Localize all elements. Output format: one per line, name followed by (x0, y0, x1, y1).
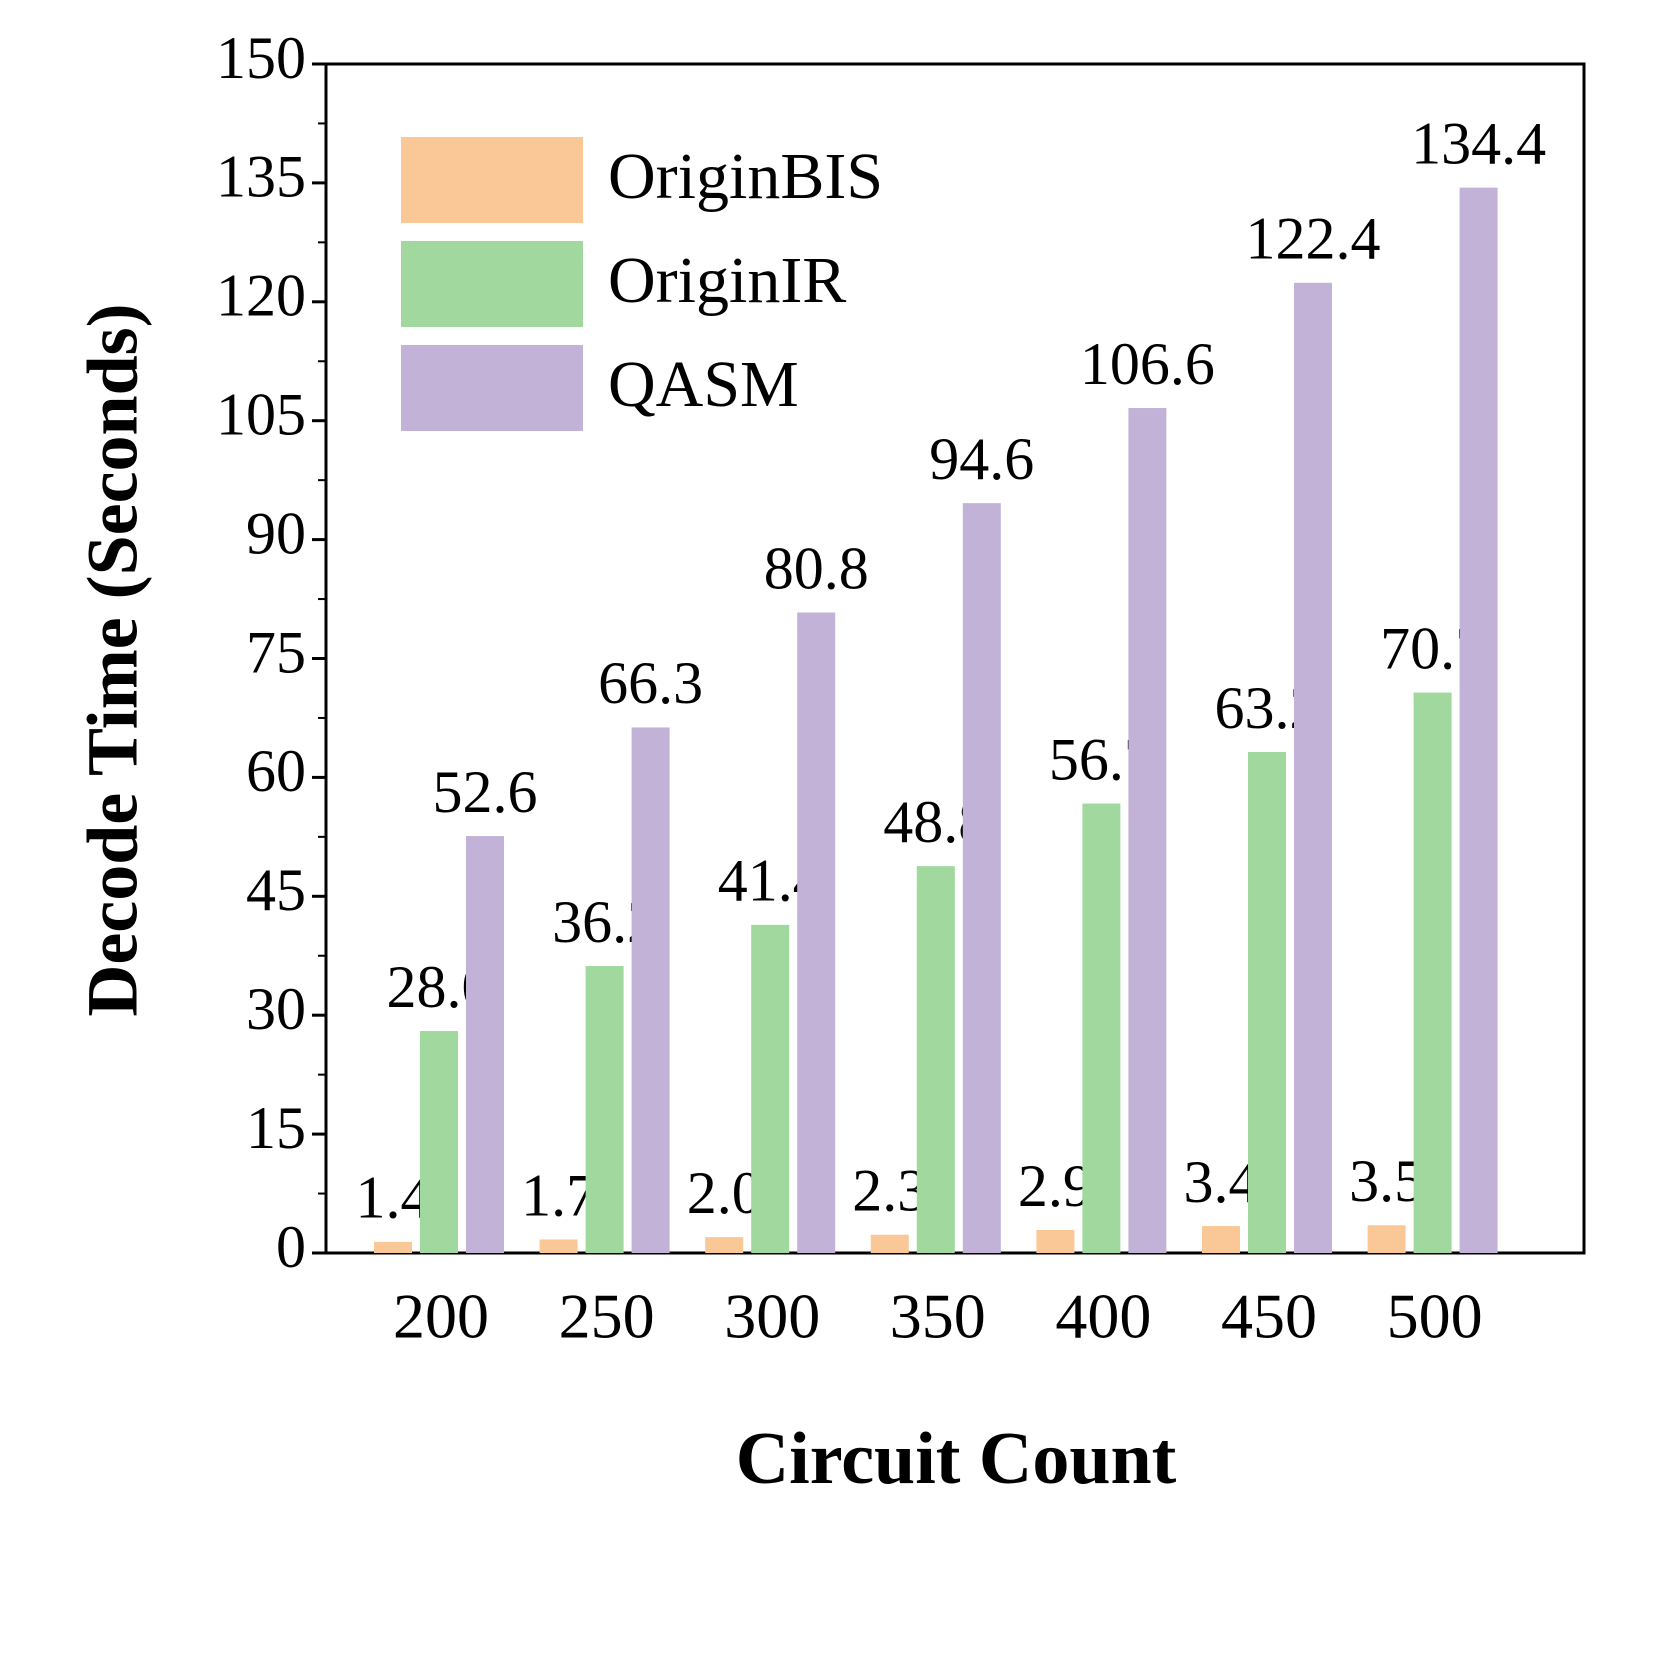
bar (539, 1239, 578, 1253)
y-tick-label: 105 (216, 381, 306, 447)
bar (797, 612, 836, 1253)
bar (1367, 1225, 1406, 1253)
value-label: 3.4 (1184, 1149, 1259, 1215)
value-label: 66.3 (598, 650, 703, 716)
legend-label: OriginBIS (608, 140, 883, 213)
legend-label: QASM (608, 348, 799, 421)
value-label: 106.6 (1080, 331, 1215, 397)
bar (1082, 803, 1121, 1253)
bar (1036, 1230, 1075, 1253)
value-label: 134.4 (1411, 110, 1546, 176)
bar (420, 1031, 458, 1253)
x-tick-label: 450 (1221, 1281, 1317, 1352)
value-label: 52.6 (433, 759, 538, 825)
bar (1248, 752, 1286, 1253)
bar (466, 836, 504, 1253)
bar (1413, 692, 1452, 1253)
bar (585, 966, 624, 1253)
x-tick-label: 500 (1387, 1281, 1483, 1352)
y-tick-label: 75 (246, 619, 306, 685)
y-tick-label: 135 (216, 144, 306, 210)
x-tick-label: 250 (559, 1281, 655, 1352)
y-tick-label: 45 (246, 857, 306, 923)
x-tick-label: 300 (724, 1281, 820, 1352)
y-tick-label: 30 (246, 976, 306, 1042)
bar (962, 503, 1001, 1253)
y-tick-label: 0 (276, 1214, 306, 1280)
value-label: 3.5 (1349, 1148, 1424, 1214)
x-axis-title: Circuit Count (736, 1418, 1177, 1500)
legend-swatch (401, 241, 583, 327)
x-tick-label: 350 (890, 1281, 986, 1352)
value-label: 1.4 (356, 1165, 431, 1231)
x-tick-label: 400 (1055, 1281, 1151, 1352)
value-label: 2.9 (1018, 1153, 1093, 1219)
bar (916, 866, 955, 1253)
y-tick-label: 90 (246, 500, 306, 566)
bar (705, 1237, 744, 1253)
legend-swatch (401, 345, 583, 431)
legend-swatch (401, 137, 583, 223)
bar (1128, 408, 1167, 1253)
bar (1294, 282, 1332, 1253)
bar (870, 1234, 909, 1253)
y-tick-label: 15 (246, 1095, 306, 1161)
bar (751, 924, 790, 1253)
bar (1459, 187, 1498, 1253)
value-label: 2.0 (687, 1160, 762, 1226)
y-axis-title: Decode Time (Seconds) (73, 303, 153, 1016)
value-label: 122.4 (1246, 206, 1381, 272)
y-tick-label: 60 (246, 738, 306, 804)
y-tick-label: 120 (216, 263, 306, 329)
bar (631, 727, 670, 1253)
y-tick-label: 150 (216, 25, 306, 91)
bar (1202, 1226, 1240, 1253)
legend-label: OriginIR (608, 244, 846, 317)
value-label: 1.7 (521, 1162, 596, 1228)
x-tick-label: 200 (393, 1281, 489, 1352)
value-label: 2.3 (852, 1158, 927, 1224)
bar (374, 1241, 412, 1253)
value-label: 80.8 (764, 535, 869, 601)
value-label: 94.6 (929, 426, 1034, 492)
